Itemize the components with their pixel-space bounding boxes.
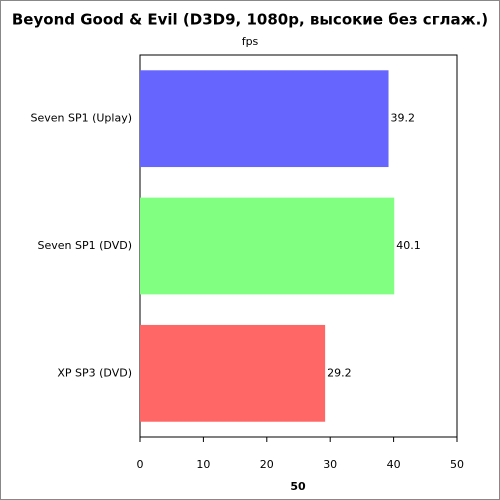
x-tick-label: 50 xyxy=(450,458,464,471)
x-axis-label: 50 xyxy=(290,480,306,493)
value-label: 40.1 xyxy=(396,239,421,252)
value-label: 39.2 xyxy=(391,112,416,125)
y-tick-label: Seven SP1 (Uplay) xyxy=(30,112,132,125)
chart-title: Beyond Good & Evil (D3D9, 1080p, высокие… xyxy=(12,11,488,29)
value-label: 29.2 xyxy=(327,366,352,379)
x-tick-label: 20 xyxy=(260,458,274,471)
bar xyxy=(140,70,389,168)
bar xyxy=(140,197,395,295)
y-tick-label: Seven SP1 (DVD) xyxy=(38,239,132,252)
bar xyxy=(140,324,326,422)
x-tick-label: 40 xyxy=(387,458,401,471)
x-tick-label: 30 xyxy=(323,458,337,471)
x-tick-label: 10 xyxy=(196,458,210,471)
chart-subtitle: fps xyxy=(242,35,259,48)
y-tick-label: XP SP3 (DVD) xyxy=(57,366,132,379)
x-tick-label: 0 xyxy=(137,458,144,471)
